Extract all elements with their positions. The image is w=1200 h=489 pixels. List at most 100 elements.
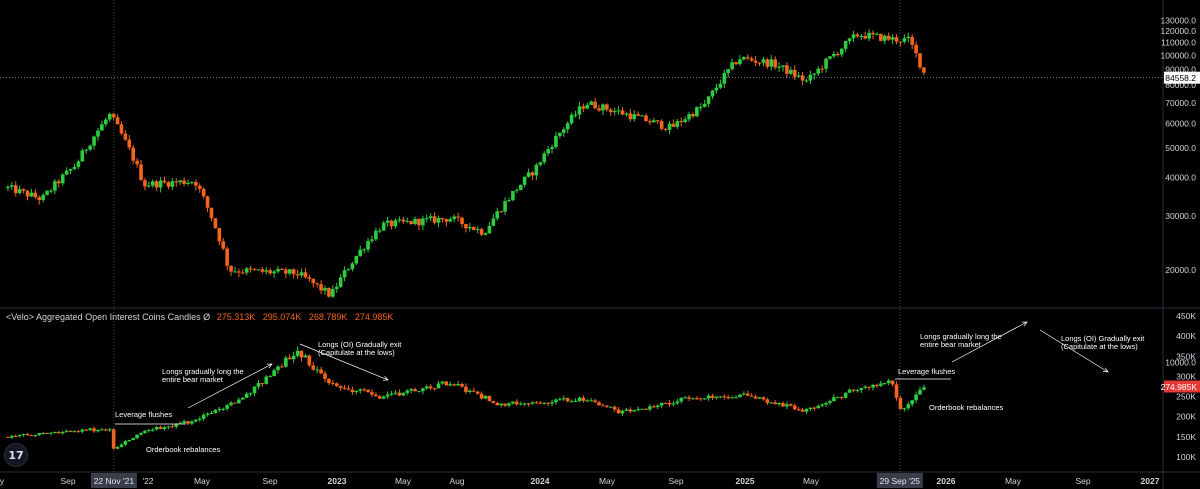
price-candle <box>753 60 758 63</box>
oi-axis-tick: 200K <box>1176 412 1196 422</box>
current-oi-tag <box>1164 380 1200 393</box>
price-candle <box>879 33 883 41</box>
oi-axis-tick: 450K <box>1176 311 1196 321</box>
oi-candle <box>734 397 738 399</box>
price-candle <box>327 287 331 297</box>
oi-candle <box>374 394 378 397</box>
oi-candle <box>248 393 253 395</box>
oi-candle <box>820 404 824 406</box>
oi-candle <box>307 355 312 366</box>
oi-candle <box>401 392 406 396</box>
oi-candle <box>738 394 742 398</box>
price-candle <box>843 41 848 49</box>
oi-candle <box>366 389 370 393</box>
oi-candle <box>468 390 472 393</box>
oi-candle <box>358 389 363 391</box>
price-candle <box>182 180 186 184</box>
price-candle <box>338 277 343 287</box>
price-candle <box>593 101 597 109</box>
oi-candle <box>608 406 613 408</box>
oi-candle <box>338 386 343 388</box>
price-candle <box>726 69 730 74</box>
time-axis-label: May <box>1005 476 1022 486</box>
oi-candle <box>620 410 625 414</box>
price-candle <box>334 286 339 290</box>
annotation-leverage-flushes-2: Leverage flushes <box>898 367 955 376</box>
price-candle <box>280 269 284 271</box>
oi-candle <box>479 393 484 399</box>
price-candle <box>820 68 824 70</box>
price-candle <box>385 220 390 223</box>
price-candle <box>72 166 77 169</box>
price-candle <box>260 269 265 272</box>
price-candle <box>499 211 503 213</box>
price-candle <box>13 185 18 194</box>
oi-candle <box>483 395 488 399</box>
price-candle <box>25 190 30 197</box>
axis-layer: 130000.0120000.0110000.0100000.090000.08… <box>0 15 1200 488</box>
oi-candle <box>233 402 237 404</box>
price-axis-tick: 40000.0 <box>1165 173 1196 183</box>
oi-candle <box>722 396 727 398</box>
oi-candle <box>49 432 53 434</box>
oi-candle <box>879 383 883 386</box>
oi-candle <box>573 401 578 403</box>
annotation-longs-exit-line2: (Capitulate at the lows) <box>318 348 395 357</box>
indicator-legend[interactable]: <Velo> Aggregated Open Interest Coins Ca… <box>6 312 398 322</box>
oi-candle <box>918 389 922 395</box>
price-candle <box>855 34 860 37</box>
oi-candle <box>464 386 468 393</box>
price-candle <box>522 176 527 185</box>
price-candle <box>319 284 323 291</box>
oi-candle <box>534 402 539 404</box>
price-candle <box>706 96 711 104</box>
tradingview-logo-icon[interactable]: 17 <box>4 443 28 467</box>
oi-candle <box>213 409 218 413</box>
price-candle <box>432 216 437 223</box>
oi-candle <box>10 435 14 438</box>
oi-candle <box>115 447 120 449</box>
oi-candle <box>495 402 500 406</box>
price-candle <box>518 184 523 191</box>
oi-candle <box>440 381 445 384</box>
oi-candle <box>511 401 515 404</box>
oi-candle <box>640 408 644 410</box>
oi-candle <box>894 384 899 398</box>
oi-candle <box>21 434 26 436</box>
price-candle <box>526 172 531 177</box>
oi-candle <box>804 409 809 412</box>
price-candle <box>370 239 374 241</box>
oi-candle <box>471 390 476 392</box>
oi-candle <box>902 408 907 410</box>
oi-axis-tick: 250K <box>1176 392 1196 402</box>
price-candle <box>76 161 81 167</box>
oi-candle <box>843 392 848 398</box>
price-candle <box>769 59 774 67</box>
annotation-longs-long-2-line2: entire bear market <box>920 340 982 349</box>
price-axis-tick: 100000.0 <box>1161 50 1197 60</box>
price-candle <box>268 270 273 274</box>
oi-candle <box>268 376 273 378</box>
oi-candle <box>190 421 194 424</box>
price-candle <box>295 274 300 276</box>
price-candle <box>910 36 914 45</box>
oi-candle <box>624 409 629 411</box>
oi-candle <box>103 429 108 431</box>
price-candle <box>464 224 468 229</box>
price-candle <box>906 36 911 39</box>
price-candle <box>248 268 253 270</box>
price-candle <box>276 269 280 272</box>
price-candle <box>37 197 42 201</box>
oi-candle <box>272 370 276 377</box>
price-candle <box>875 33 879 35</box>
oi-candle <box>299 350 304 358</box>
oi-candle <box>135 434 139 439</box>
oi-candle <box>757 397 762 399</box>
oi-candle <box>644 408 648 410</box>
annotation-arrow-up-1 <box>187 363 273 409</box>
oi-candle <box>276 366 280 371</box>
oi-candle <box>886 380 891 384</box>
price-candle <box>225 248 229 266</box>
